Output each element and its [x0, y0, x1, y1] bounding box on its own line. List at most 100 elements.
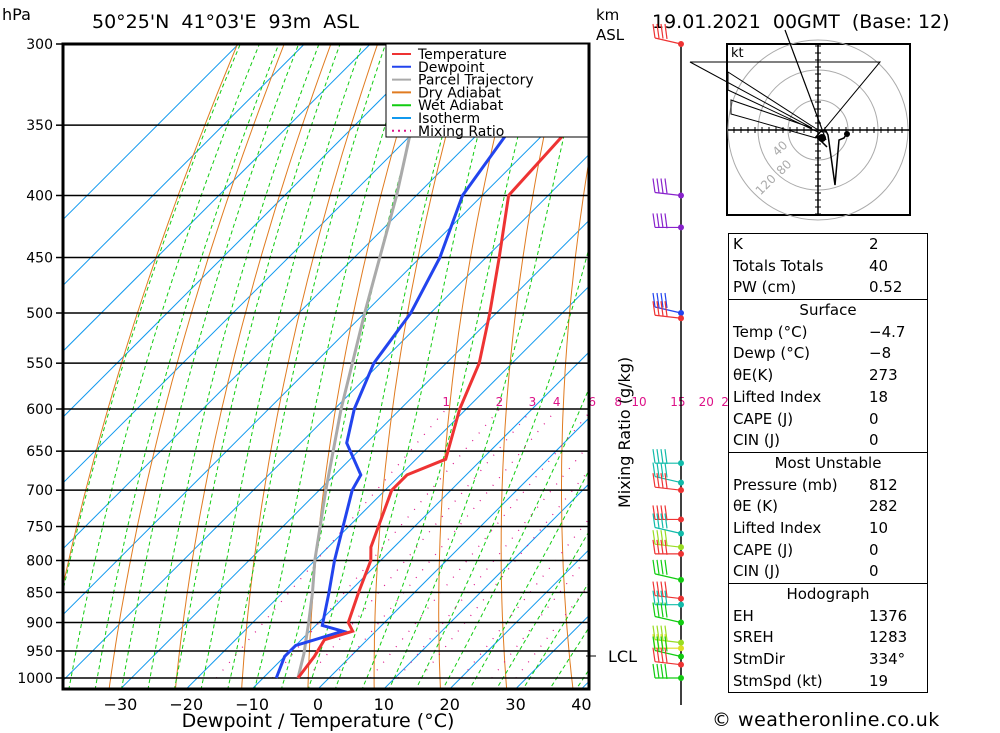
- wind-barb-feather: [652, 625, 656, 640]
- wind-level-dot: [678, 544, 684, 551]
- wind-barb: [652, 301, 684, 322]
- most-unstable-value: 10: [869, 518, 889, 537]
- dry-adiabat-line: [438, 44, 519, 689]
- index-label: PW (cm): [733, 278, 797, 297]
- wind-level-dot: [678, 516, 684, 523]
- index-value: 40: [869, 256, 889, 275]
- wind-profile: [652, 23, 684, 705]
- dry-adiabat-line: [936, 44, 1000, 704]
- y-tick-label: 550: [26, 356, 53, 372]
- lcl-label: LCL: [608, 647, 637, 666]
- wind-barb-staff: [654, 37, 682, 45]
- y-tick-label: 650: [26, 444, 53, 460]
- surface-label: CAPE (J): [733, 409, 794, 428]
- wind-barb-feather: [664, 462, 668, 478]
- surface-label: Lifted Index: [733, 387, 822, 406]
- index-label: K: [733, 235, 743, 253]
- wind-level-dot: [678, 315, 684, 322]
- wind-level-dot: [678, 460, 684, 467]
- wet-adiabat-line: [200, 44, 363, 689]
- hodograph-stat-value: 1376: [869, 606, 908, 625]
- isobars: [64, 43, 588, 679]
- wind-barb-feather: [656, 602, 660, 617]
- surface-label: θE(K): [733, 366, 774, 385]
- wind-barb-staff: [654, 615, 682, 624]
- wind-barb-feather: [652, 530, 656, 545]
- wind-barb-feather: [652, 539, 656, 554]
- wind-barb-feather: [664, 539, 668, 555]
- wind-barb: [652, 292, 684, 316]
- y-tick-label: 400: [26, 188, 53, 204]
- wind-barb: [652, 462, 684, 486]
- y-tick-label: 350: [26, 118, 53, 134]
- wind-barb: [652, 625, 684, 646]
- surface-value: 273: [869, 366, 898, 385]
- y-tick-label: 450: [26, 251, 53, 267]
- y-tick-label: 900: [26, 616, 53, 632]
- wet-adiabat-line: [361, 44, 542, 689]
- hodograph-unit: kt: [731, 46, 744, 61]
- wet-adiabat-line: [442, 389, 588, 689]
- surface-row: Temp (°C) −4.7: [729, 322, 927, 344]
- wind-barb-staff: [654, 573, 682, 581]
- wind-barb-feather: [652, 602, 656, 617]
- legend-label-mixing-ratio: Mixing Ratio: [418, 124, 504, 140]
- copyright: © weatheronline.co.uk: [712, 709, 940, 731]
- wind-level-dot: [678, 576, 684, 583]
- isotherm-line: [64, 44, 437, 417]
- wind-barb-feather: [652, 23, 656, 39]
- wind-level-dot: [678, 661, 684, 668]
- wind-barb-staff: [654, 649, 682, 658]
- wind-barb-feather: [664, 625, 668, 641]
- wind-barb-feather: [664, 513, 668, 529]
- most-unstable-row: θE (K) 282: [729, 496, 927, 518]
- wind-barb-feather: [656, 530, 660, 545]
- wind-barb-feather: [660, 473, 664, 488]
- wind-barb-feather: [660, 301, 664, 316]
- surface-title: Surface: [799, 301, 857, 320]
- wind-barb-feather: [660, 513, 664, 529]
- wind-barb-feather: [660, 559, 664, 575]
- wind-level-dot: [678, 41, 684, 47]
- wind-barb-feather: [664, 559, 668, 575]
- wind-barb-feather: [664, 505, 668, 521]
- x-tick-label: 0: [313, 695, 323, 714]
- wind-barb-staff: [654, 526, 682, 535]
- wind-barb-feather: [656, 23, 660, 39]
- wind-barb-feather: [660, 647, 664, 663]
- wind-barb-feather: [660, 625, 664, 641]
- wind-barb: [652, 513, 684, 537]
- wind-barb: [652, 473, 684, 494]
- y-tick-label: 1000: [17, 671, 53, 687]
- surface-label: CIN (J): [733, 431, 781, 450]
- wind-barb-feather: [660, 462, 664, 478]
- x-axis-label: Dewpoint / Temperature (°C): [182, 710, 455, 732]
- wind-barb-feather: [656, 647, 660, 663]
- wind-level-dot: [678, 595, 684, 602]
- height-unit-asl: ASL: [596, 26, 625, 44]
- wind-barb-feather: [664, 213, 668, 229]
- wind-barb-feather: [664, 473, 668, 489]
- hodograph-stat-row: StmSpd (kt) 19: [729, 671, 927, 693]
- hodograph-point: [818, 134, 826, 142]
- wet-adiabat-line: [121, 44, 300, 689]
- most-unstable-row: CAPE (J) 0: [729, 540, 927, 562]
- wind-level-dot: [678, 479, 684, 486]
- wet-adiabat-line: [522, 582, 588, 689]
- mixing-ratio-line: [397, 444, 588, 679]
- wind-barb: [652, 602, 684, 626]
- wind-level-dot: [678, 530, 684, 537]
- wet-adiabat-line: [495, 532, 588, 689]
- wet-adiabat-line: [280, 44, 439, 689]
- x-tick-label: 20: [440, 695, 460, 714]
- wind-barb-feather: [652, 178, 656, 193]
- wind-barb-staff: [654, 543, 682, 548]
- dry-adiabat-line: [561, 163, 588, 689]
- wind-barb-feather: [656, 449, 660, 464]
- wet-adiabat-line: [94, 44, 280, 689]
- wind-barb-feather: [652, 636, 656, 651]
- isotherm-line: [449, 550, 588, 689]
